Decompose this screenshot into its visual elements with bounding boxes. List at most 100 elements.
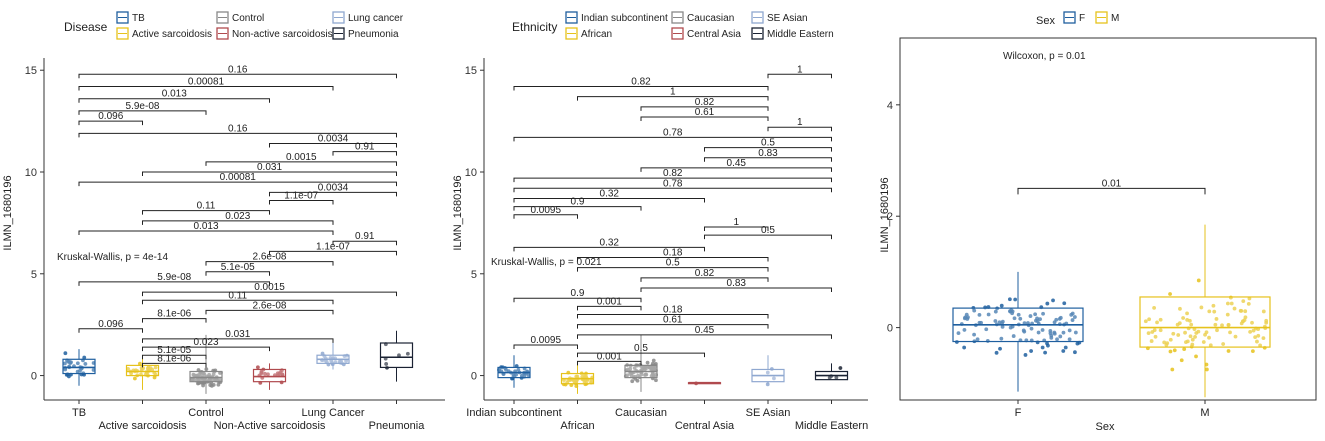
panel1-data-point (211, 372, 216, 377)
panel3-data-point (999, 336, 1004, 341)
panel2-data-point (571, 378, 576, 383)
panel1-ytick-label: 5 (31, 269, 37, 281)
panel1-xtick-label: TB (72, 407, 86, 419)
panel1-ytick-label: 15 (25, 65, 37, 77)
panel3-data-point (1000, 319, 1005, 324)
panel3-data-point (1250, 349, 1255, 354)
panel3-data-point (1185, 311, 1189, 316)
panel1-comparison-pvalue: 0.00081 (188, 77, 225, 88)
panel1-kruskal-label: Kruskal-Wallis, p = 4e-14 (57, 252, 168, 263)
panel2-data-point (645, 360, 650, 365)
panel3-data-point (999, 303, 1004, 308)
panel1-comparison-bracket (78, 110, 207, 115)
panel2-comparison-pvalue: 0.45 (695, 325, 715, 336)
panel1-data-point (190, 377, 195, 382)
panel3-data-point (1011, 334, 1016, 338)
panel1-xtick-label: Active sarcoidosis (98, 420, 187, 432)
panel2-comparison-pvalue: 0.78 (663, 127, 683, 138)
panel1-data-point (201, 383, 205, 388)
panel3-data-point (1013, 297, 1018, 302)
panel3-data-point (1196, 278, 1201, 283)
panel3-data-point (1000, 324, 1005, 329)
panel3-data-point (1213, 322, 1218, 327)
ethnicity-legend-title: Ethnicity (512, 20, 557, 34)
panel2-comparison-pvalue: 1 (733, 217, 739, 228)
panel3-data-point (1036, 330, 1041, 335)
panel3-data-point (1201, 340, 1206, 344)
panel1-comparison-bracket (205, 161, 397, 166)
panel3-data-point (1040, 328, 1045, 332)
panel3-data-point (997, 320, 1002, 325)
panel3-data-point (1212, 309, 1217, 314)
panel1-comparison-pvalue: 8.1e-06 (157, 353, 191, 364)
panel3-data-point (1007, 297, 1012, 302)
panel3-data-point (1150, 330, 1155, 334)
panel3-data-point (963, 315, 968, 320)
panel3-data-point (1214, 317, 1219, 321)
panel2-comparison-bracket (513, 86, 769, 91)
panel1-comparison-pvalue: 0.0034 (318, 134, 349, 145)
panel2-data-point (632, 366, 637, 370)
panel1-box-5 (379, 342, 414, 369)
panel1-xtick-label: Non-Active sarcoidosis (214, 420, 326, 432)
panel3-data-point (1073, 315, 1077, 319)
panel3-data-point (1172, 348, 1177, 353)
panel3-data-point (1041, 311, 1045, 316)
panel1-data-point (75, 361, 80, 366)
panel3-data-point (1239, 309, 1244, 313)
panel2-comparison-bracket (704, 234, 832, 240)
panel1-comparison-bracket (142, 299, 334, 305)
panel2-comparison-pvalue: 0.82 (631, 77, 651, 88)
panel2-data-point (582, 373, 587, 378)
panel2-comparison-bracket (577, 267, 769, 272)
panel3-data-point (1264, 318, 1269, 323)
panel2-data-point (636, 373, 640, 378)
panel1-comparison-pvalue: 1.1e-07 (284, 191, 318, 202)
panel1-xtick-label: Pneumonia (369, 420, 426, 432)
panel3-data-point (1221, 342, 1226, 346)
panel3-data-point (1204, 330, 1209, 335)
panel3-data-point (1176, 333, 1181, 337)
panel1-data-point (63, 351, 68, 356)
panel3-data-point (1261, 309, 1266, 314)
panel2-comparison-bracket (577, 352, 705, 358)
panel3-data-point (1045, 301, 1050, 306)
panel3-ylabel: ILMN_1680196 (879, 177, 891, 252)
panel2-comparison-bracket (640, 116, 769, 122)
panel3-legend-label: F (1079, 13, 1085, 24)
panel1-data-point (218, 371, 222, 375)
panel2-kruskal-label: Kruskal-Wallis, p = 0.021 (491, 257, 602, 268)
panel1-comparison-bracket (269, 250, 397, 256)
panel1-comparison-pvalue: 8.1e-06 (157, 309, 191, 320)
panel1-data-point (208, 383, 213, 387)
panel1-comparison-bracket (142, 220, 334, 225)
panel3-data-point (1207, 309, 1212, 314)
panel2-comparison-bracket (640, 106, 769, 111)
panel3-data-point (986, 312, 991, 317)
panel3-data-point (1188, 334, 1193, 339)
panel1-data-point (153, 365, 158, 370)
panel1-data-point (207, 377, 212, 382)
panel1-data-point (150, 367, 155, 372)
panel3-data-point (1034, 318, 1038, 323)
panel1-legend-label: Non-active sarcoidosis (232, 29, 333, 40)
panel3-data-point (1152, 305, 1157, 310)
panel3-data-point (1012, 316, 1017, 321)
panel1-comparison-pvalue: 0.096 (98, 111, 123, 122)
panel3-data-point (1204, 367, 1209, 372)
panel3-data-point (1043, 350, 1048, 355)
panel1-comparison-pvalue: 0.023 (225, 211, 250, 222)
panel1-comparison-pvalue: 0.91 (355, 142, 375, 153)
panel3-data-point (1256, 333, 1261, 338)
panel3-data-point (1061, 330, 1066, 335)
panel2-comparison-pvalue: 0.0095 (530, 205, 561, 216)
panel1-comparison-bracket (332, 151, 397, 156)
panel3-data-point (1232, 306, 1237, 311)
panel3-data-point (1241, 299, 1246, 304)
panel2-legend-label: Central Asia (687, 29, 741, 40)
panel3-data-point (1158, 317, 1163, 322)
panel3-data-point (1226, 323, 1231, 327)
panel3-data-point (1029, 349, 1033, 353)
panel2-data-point (654, 378, 658, 383)
